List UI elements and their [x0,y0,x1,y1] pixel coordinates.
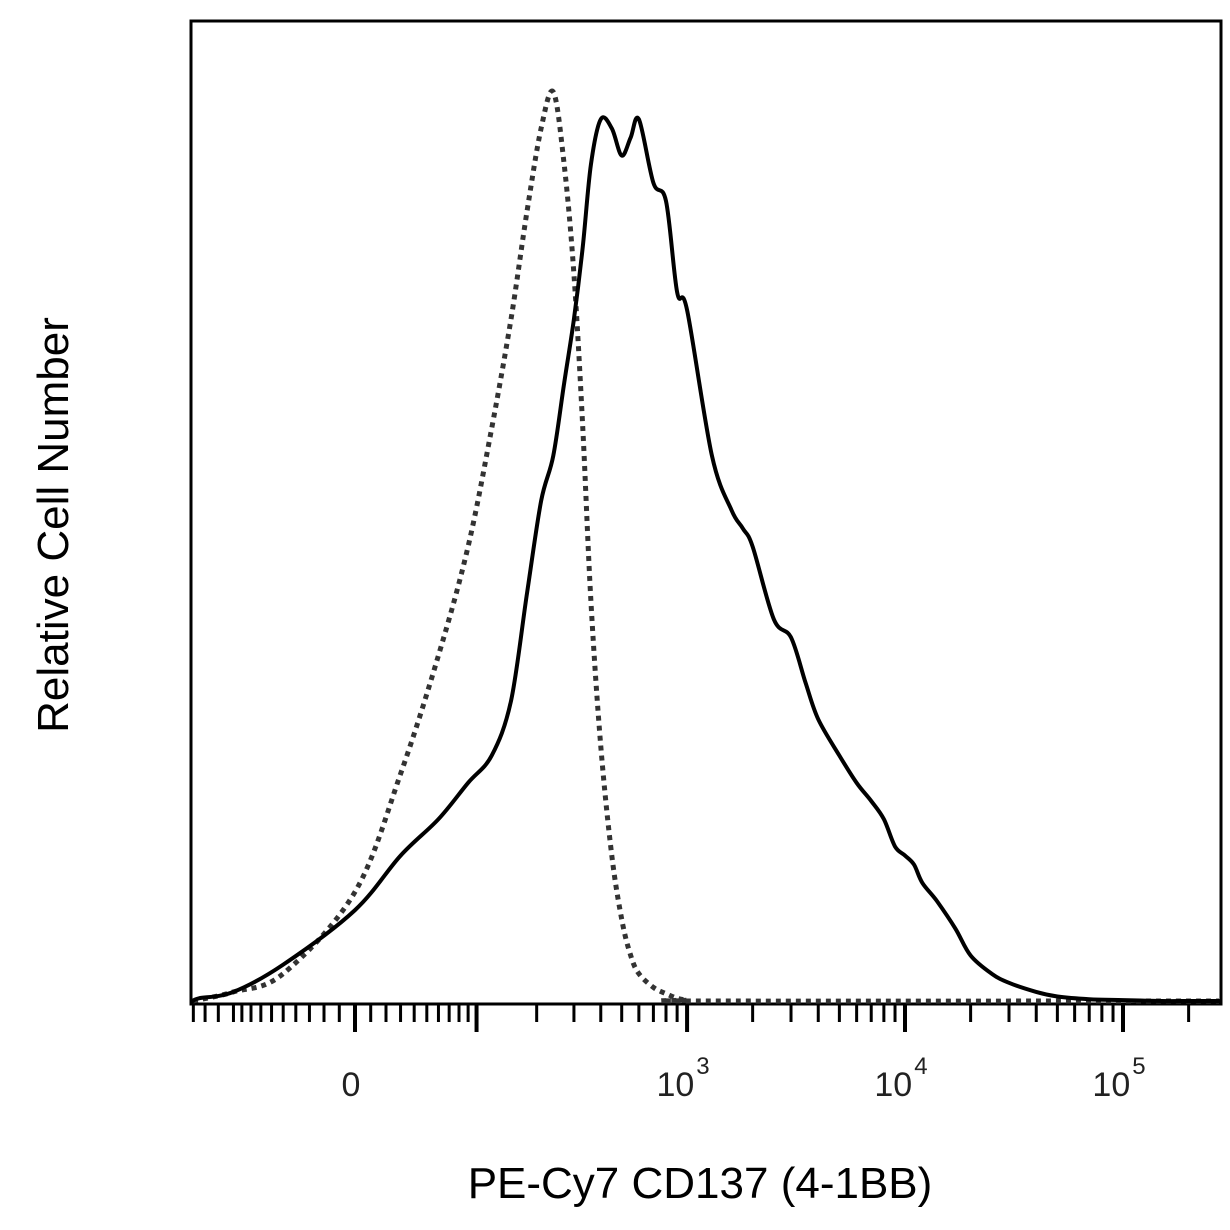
isotype-control-curve [192,88,1220,1004]
x-tick-label-base: 0 [342,1066,361,1104]
x-axis-title: PE-Cy7 CD137 (4-1BB) [468,1159,933,1208]
y-axis-title: Relative Cell Number [29,317,78,733]
plot-frame [189,19,1223,1006]
x-tick-label: 105 [1092,1053,1145,1104]
x-tick-label-base: 10 [1092,1066,1130,1104]
x-tick-label: 0 [342,1066,361,1104]
x-tick-label-exponent: 4 [914,1053,927,1080]
x-tick-label: 103 [656,1053,709,1104]
x-tick-labels: 0 103 104 105 [342,1053,1146,1104]
cd137-stained-curve [191,115,1221,1004]
x-tick-label-exponent: 3 [696,1053,709,1080]
x-tick-label: 104 [874,1053,927,1104]
x-tick-label-base: 10 [874,1066,912,1104]
x-major-ticks [353,1004,1125,1032]
x-tick-label-base: 10 [656,1066,694,1104]
x-tick-label-exponent: 5 [1132,1053,1145,1080]
x-minor-ticks [191,1004,1191,1022]
series-layer [191,88,1221,1004]
